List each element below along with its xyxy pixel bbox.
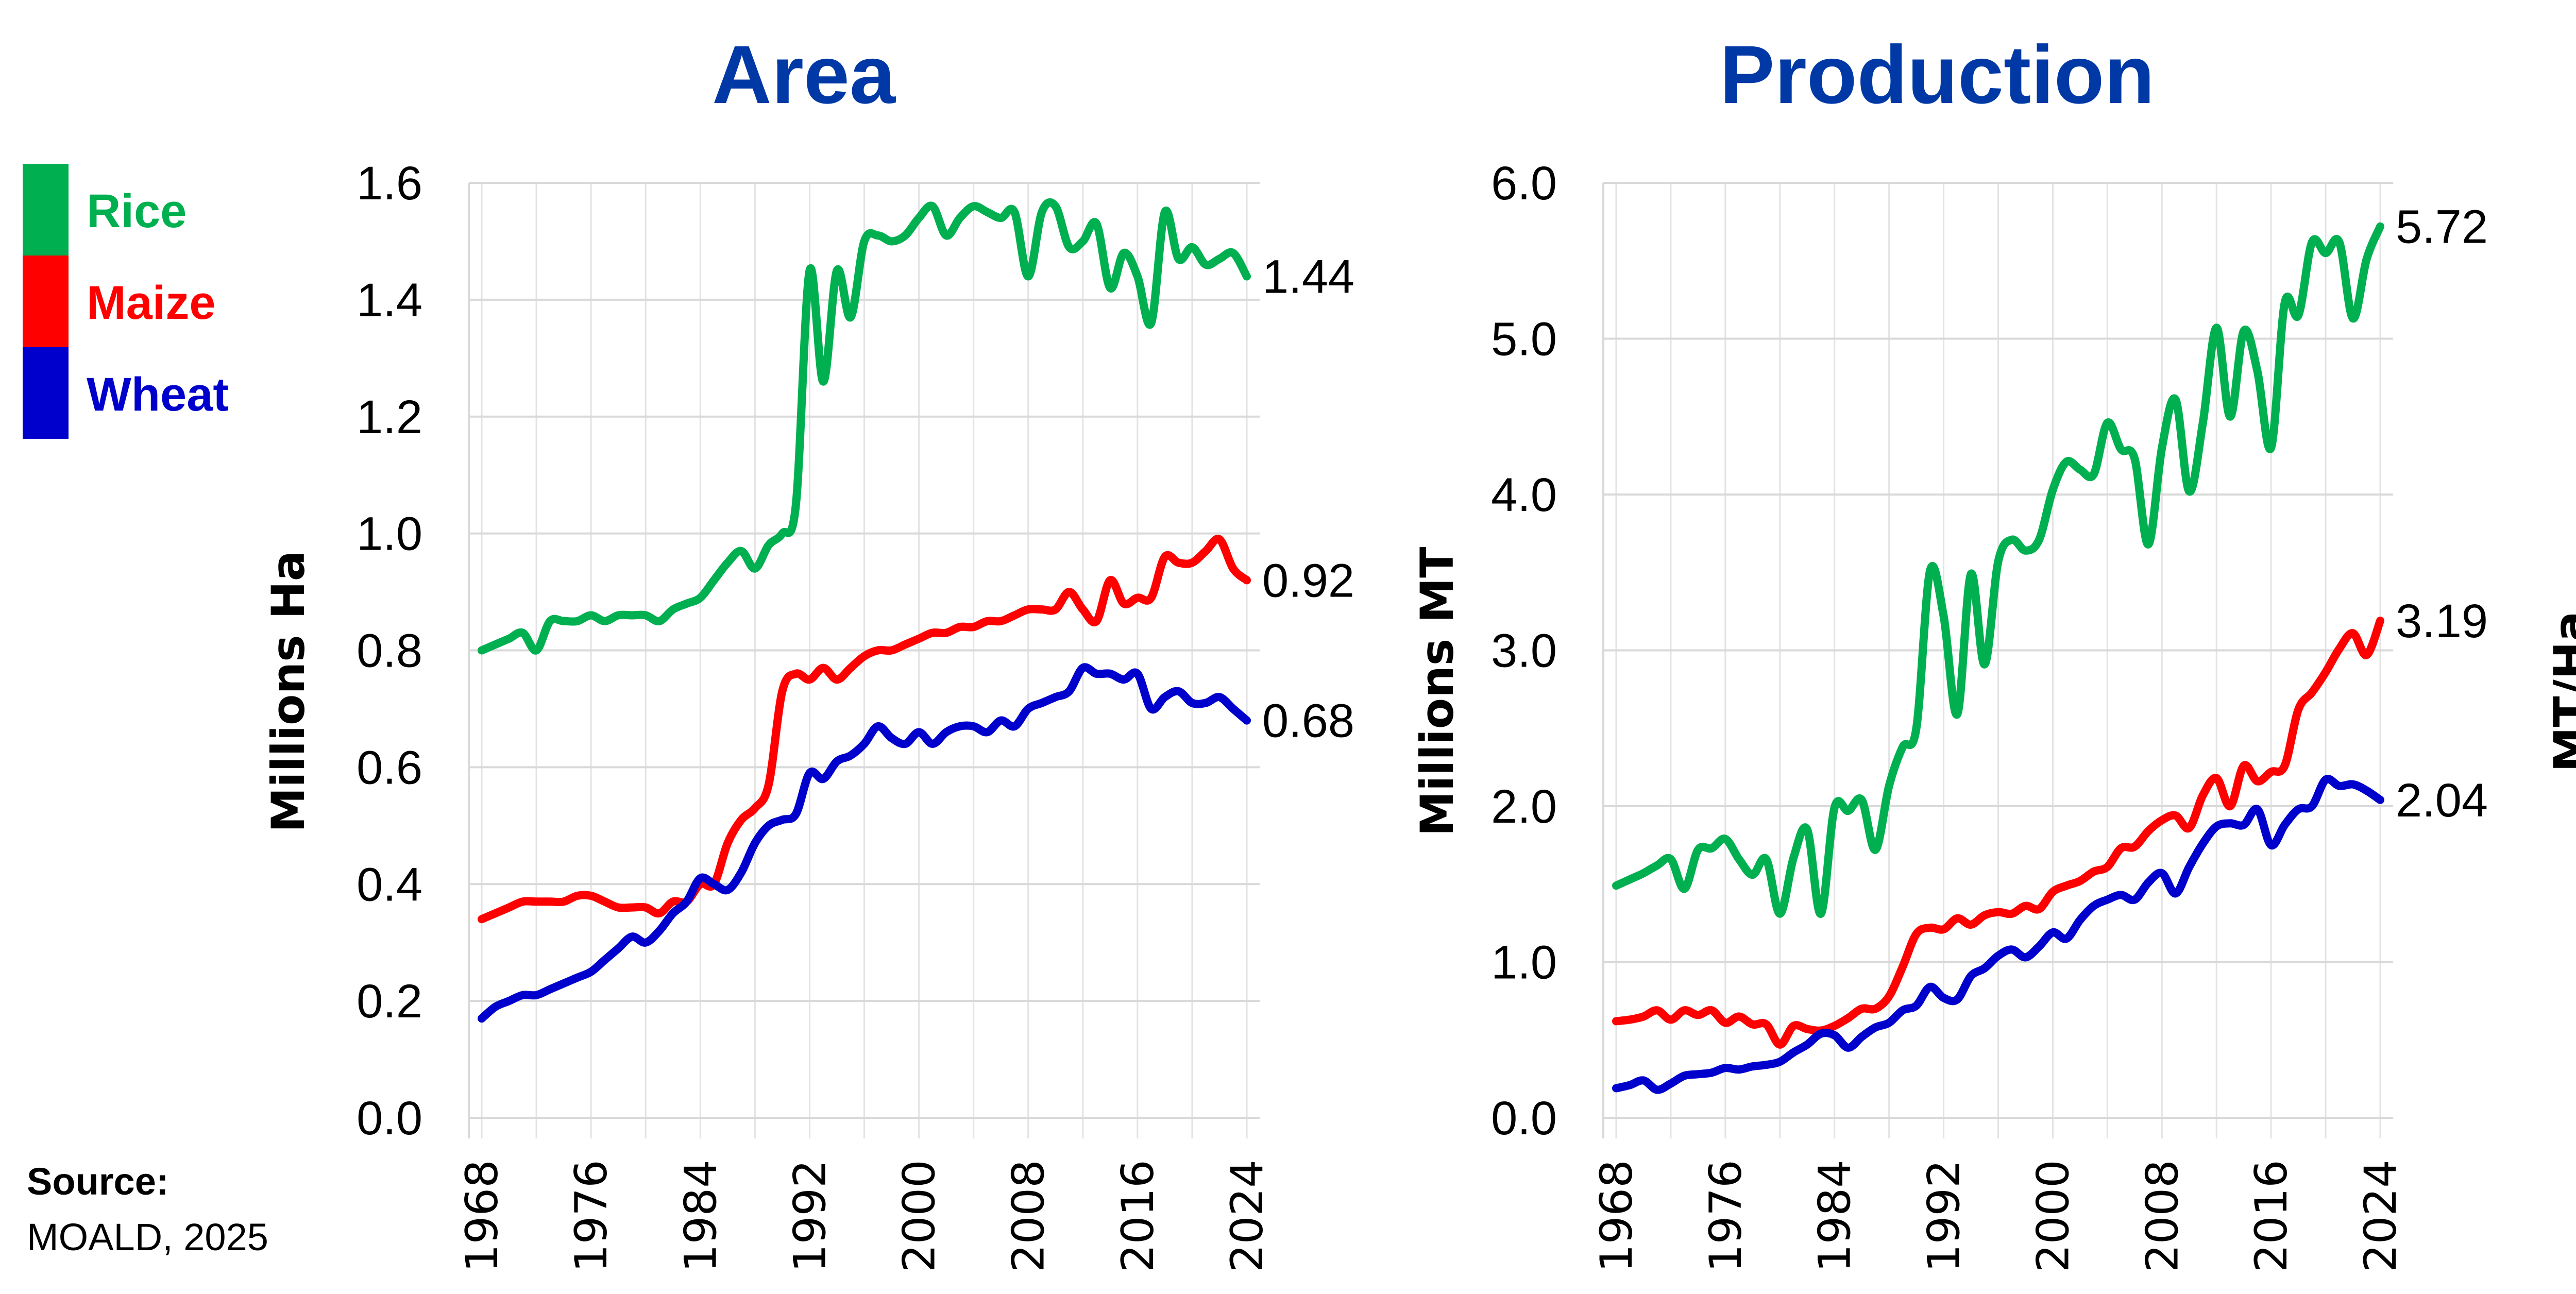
source-text: MOALD, 2025 [27, 1216, 268, 1258]
y-tick-label: 1.2 [357, 391, 422, 444]
x-tick-label: 2008 [1003, 1160, 1055, 1272]
y-tick-label: 3.0 [1491, 625, 1557, 677]
series-line-rice [478, 198, 1251, 655]
x-tick-label: 1984 [1809, 1160, 1861, 1272]
end-value-label-rice: 5.72 [2396, 201, 2488, 253]
x-tick-label: 2016 [2246, 1160, 2297, 1272]
x-tick-label: 2016 [1112, 1160, 1164, 1272]
y-tick-label: 0.8 [357, 625, 422, 677]
legend-swatch-rice [23, 164, 69, 256]
chart-yield: Yield0.00.51.01.52.02.53.03.54.04.519681… [2367, 0, 2576, 1294]
y-tick-label: 5.0 [1491, 313, 1557, 366]
y-tick-label: 1.6 [357, 157, 422, 210]
legend-label-maize: Maize [87, 277, 216, 329]
chart-production: Production 0.0 1.0 2.0 3.0 4.0 5.0 6.0 1968 1976 1… [1231, 0, 2571, 1294]
y-axis-title: Millions MT [1411, 547, 1464, 837]
x-tick-label: 1968 [456, 1160, 508, 1272]
x-tick-label: 1992 [1919, 1160, 1970, 1272]
chart-area: Area 0.0 0.2 0.4 0.6 0.8 1.0 1.2 1.4 1.6 1968 1976 1… [262, 28, 1354, 1272]
y-tick-label: 0.0 [1491, 1092, 1557, 1145]
legend-item-rice: Rice [23, 164, 260, 256]
x-tick-label: 2000 [894, 1160, 945, 1272]
x-tick-label: 1984 [675, 1160, 726, 1272]
y-tick-label: 0.2 [357, 975, 422, 1028]
end-value-label-rice: 1.44 [1262, 251, 1354, 303]
end-value-label-maize: 0.92 [1262, 554, 1354, 607]
y-axis-title: Millions Ha [262, 551, 315, 832]
source-note: Source: MOALD, 2025 [27, 1154, 268, 1265]
end-value-label-wheat: 0.68 [1262, 695, 1354, 747]
legend-label-rice: Rice [87, 185, 187, 237]
series-line-maize [478, 535, 1251, 924]
y-tick-label: 1.0 [357, 508, 422, 560]
y-tick-label: 0.0 [357, 1092, 422, 1145]
x-tick-label: 1968 [1591, 1160, 1642, 1272]
legend-swatch-maize [23, 256, 69, 347]
x-tick-label: 2024 [2355, 1160, 2406, 1272]
end-value-label-maize: 3.19 [2396, 595, 2488, 648]
chart-title: Production [1720, 28, 2155, 121]
x-tick-label: 2024 [1222, 1160, 1273, 1272]
x-tick-label: 1976 [566, 1160, 617, 1272]
chart-yield-svg: Yield0.00.51.01.52.02.53.03.54.04.519681… [2544, 611, 2576, 772]
x-tick-label: 1992 [784, 1160, 836, 1272]
y-tick-label: 1.4 [357, 274, 422, 327]
y-tick-label: 0.6 [357, 741, 422, 794]
legend: Rice Maize Wheat [23, 164, 260, 439]
legend-swatch-wheat [23, 347, 69, 439]
source-title: Source: [27, 1160, 169, 1203]
x-tick-label: 2000 [2027, 1160, 2079, 1272]
y-tick-label: 2.0 [1491, 780, 1557, 833]
end-value-label-wheat: 2.04 [2396, 774, 2488, 827]
y-tick-label: 6.0 [1491, 157, 1557, 210]
y-tick-label: 0.4 [357, 858, 422, 911]
legend-label-wheat: Wheat [87, 368, 229, 421]
legend-item-maize: Maize [23, 256, 260, 347]
series-line-wheat [478, 663, 1251, 1023]
y-tick-label: 4.0 [1491, 469, 1557, 521]
x-tick-label: 2008 [2137, 1160, 2188, 1272]
y-axis-title: MT/Ha [2544, 611, 2576, 772]
chart-title: Area [712, 28, 896, 121]
series-line-rice [1612, 222, 2384, 918]
legend-item-wheat: Wheat [23, 347, 260, 439]
y-tick-label: 1.0 [1491, 937, 1557, 989]
series-line-maize [1612, 617, 2384, 1049]
chart-production-svg: Production 0.0 1.0 2.0 3.0 4.0 5.0 6.0 1968 1976 1… [1411, 28, 2488, 1272]
series-line-wheat [1612, 775, 2384, 1094]
chart-area-svg: Area 0.0 0.2 0.4 0.6 0.8 1.0 1.2 1.4 1.6 1968 1976 1… [262, 28, 1354, 1272]
x-tick-label: 1976 [1700, 1160, 1752, 1272]
